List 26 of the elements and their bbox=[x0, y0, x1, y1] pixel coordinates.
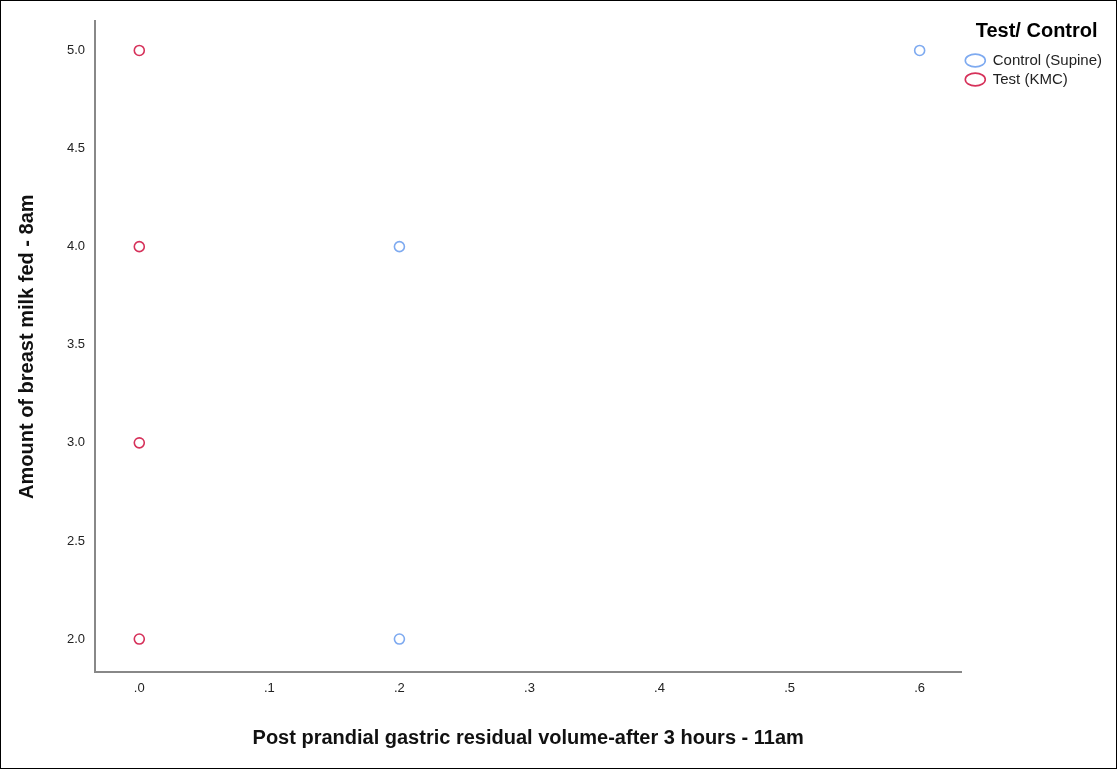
x-tick-label: .0 bbox=[133, 679, 145, 695]
x-tick-label: .6 bbox=[914, 679, 926, 695]
point bbox=[133, 633, 146, 645]
x-tick-label: .4 bbox=[654, 679, 665, 695]
point bbox=[133, 240, 146, 253]
y-tick-label: 2.5 bbox=[66, 532, 86, 548]
point bbox=[913, 44, 926, 57]
x-tick-label: .2 bbox=[393, 679, 405, 695]
legend-label: Test (KMC) bbox=[992, 69, 1068, 87]
point bbox=[393, 240, 406, 253]
x-tick-label: .1 bbox=[263, 679, 275, 695]
point bbox=[133, 44, 146, 57]
point bbox=[133, 437, 146, 449]
y-tick-label: 4.5 bbox=[66, 140, 86, 156]
y-axis-title: Amount of breast milk fed - 8am bbox=[14, 194, 37, 499]
x-tick-label: .5 bbox=[784, 679, 796, 695]
legend-label: Control (Supine) bbox=[992, 50, 1102, 68]
point bbox=[393, 633, 406, 645]
y-tick-label: 3.5 bbox=[66, 336, 86, 352]
legend-title: Test/ Control bbox=[975, 18, 1098, 41]
y-tick-label: 5.0 bbox=[66, 42, 86, 58]
x-axis-title: Post prandial gastric residual volume-after 3 hours - 11am bbox=[252, 725, 804, 748]
y-tick-label: 4.0 bbox=[66, 238, 86, 254]
y-tick-label: 3.0 bbox=[66, 434, 86, 450]
x-tick-label: .3 bbox=[524, 679, 535, 695]
y-tick-label: 2.0 bbox=[66, 630, 86, 646]
